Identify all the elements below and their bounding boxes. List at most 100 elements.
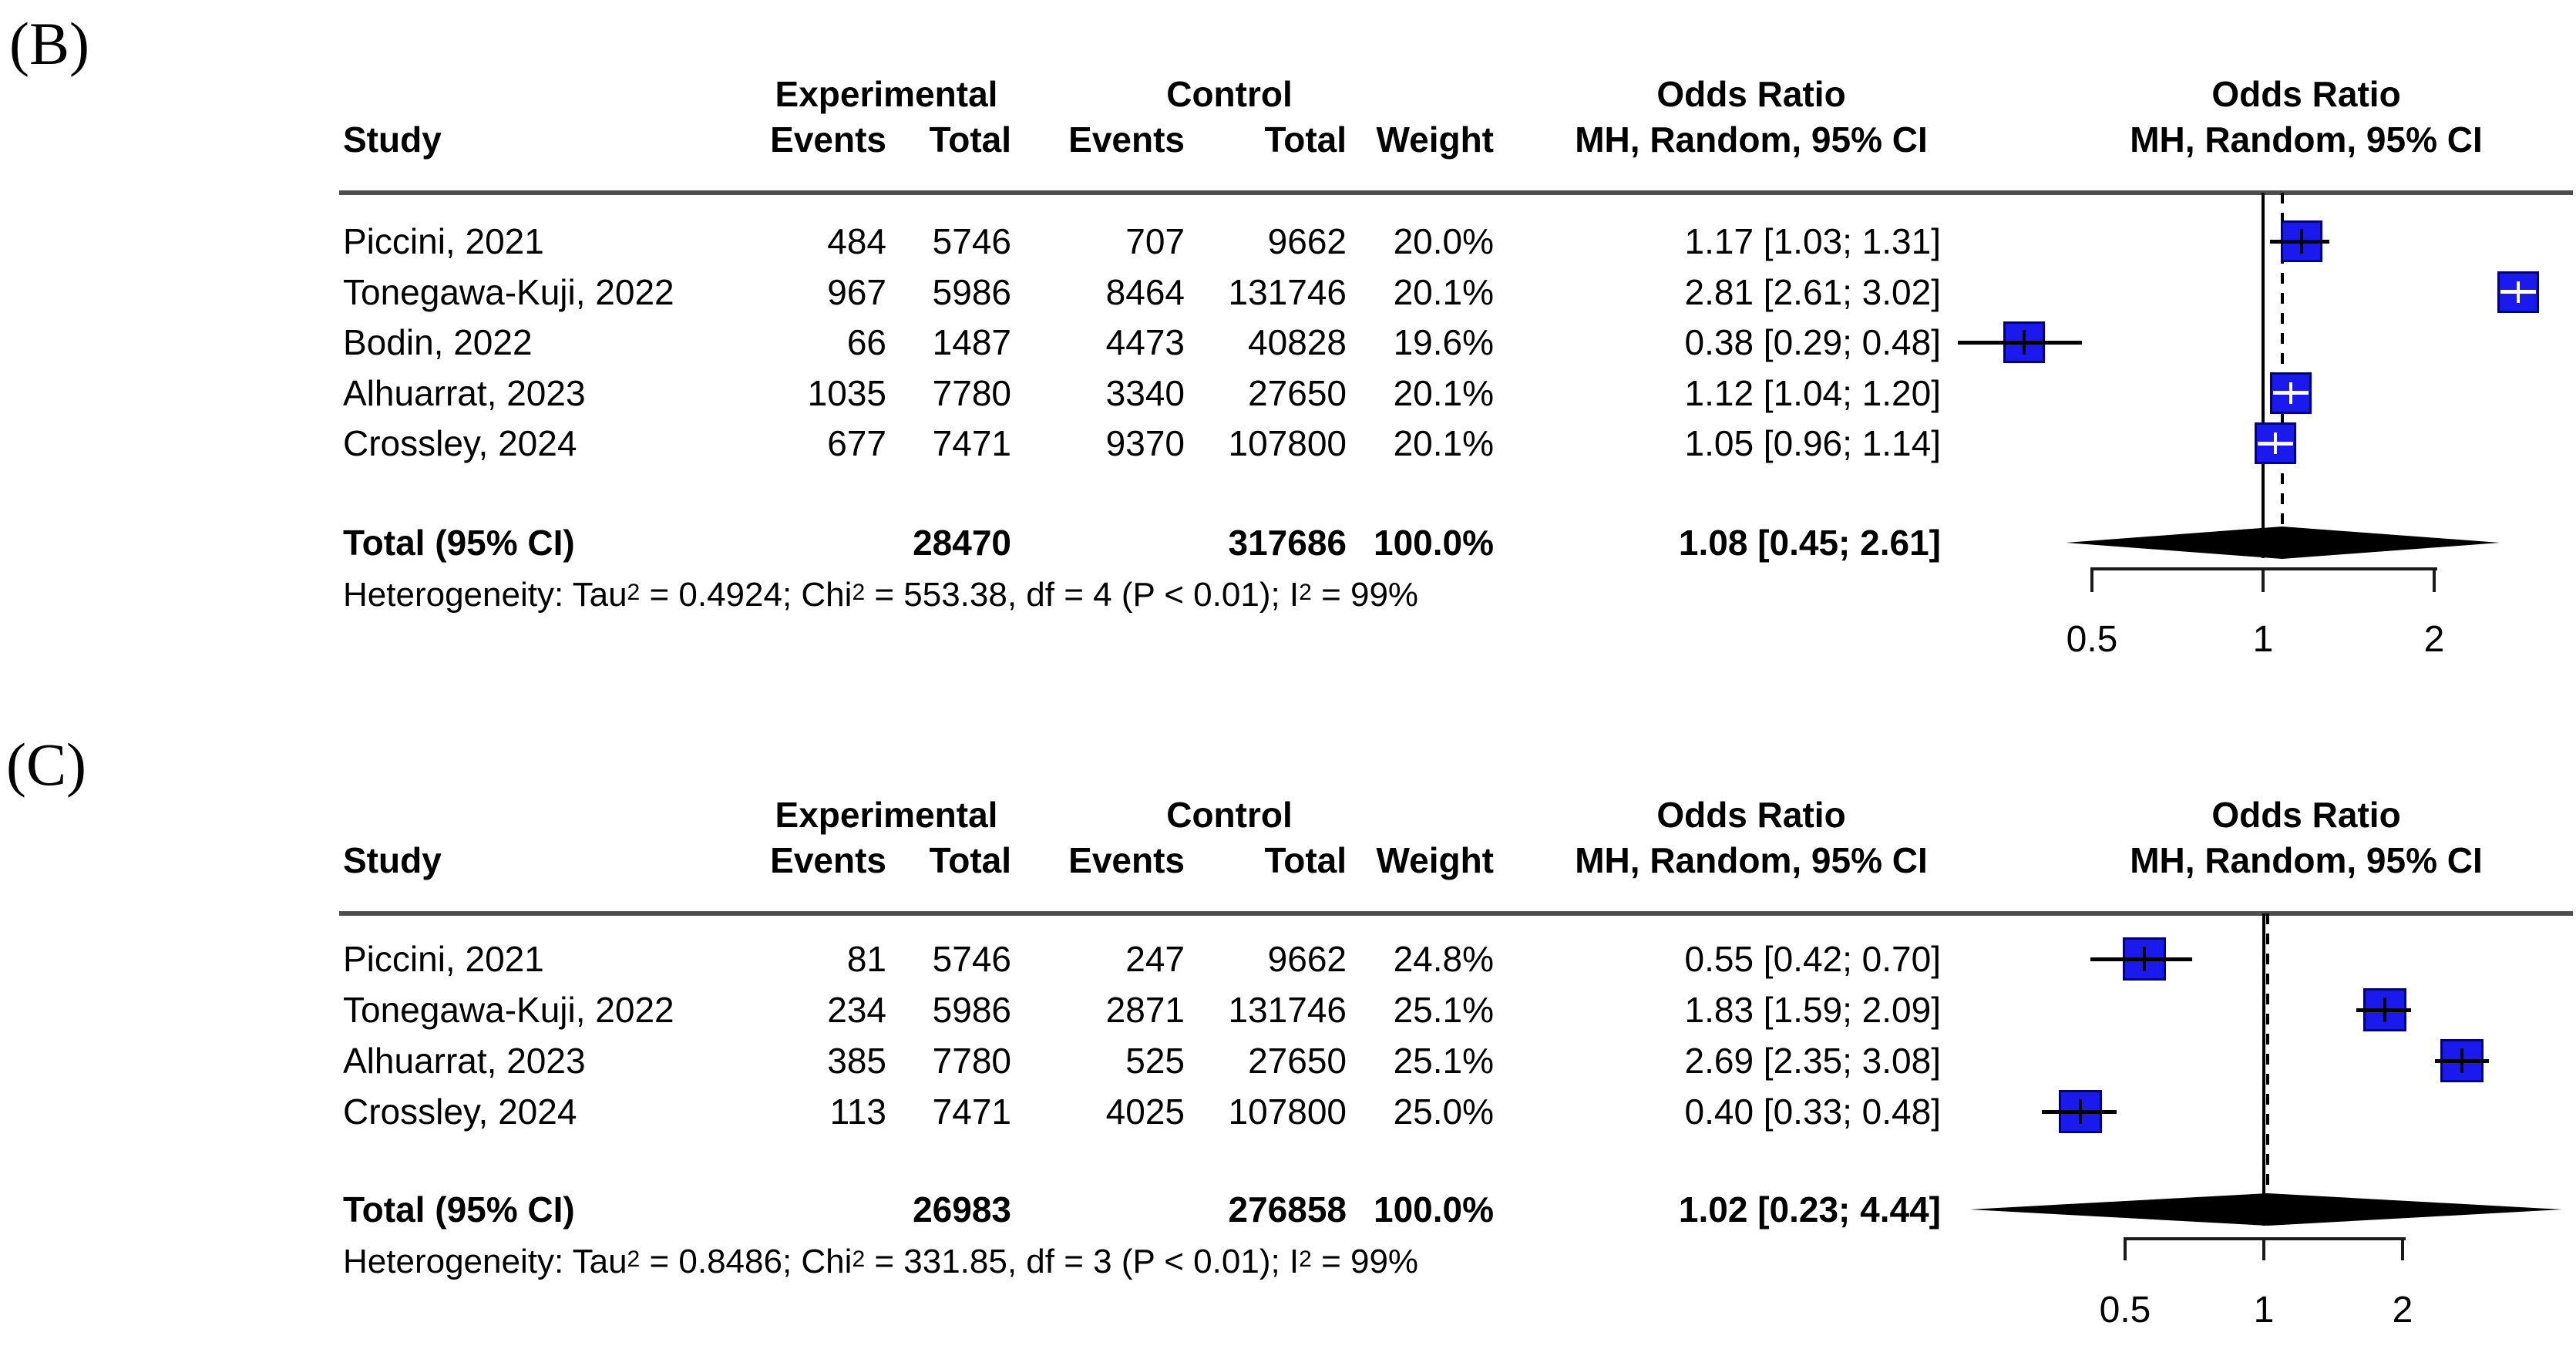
point-estimate-tick — [2383, 997, 2386, 1022]
x-axis-tick — [2090, 567, 2093, 592]
col-header-mh-ci: MH, Random, 95% CI — [1575, 840, 1928, 880]
col-header-mh-ci: MH, Random, 95% CI — [1575, 119, 1928, 160]
weight: 25.0% — [1393, 1092, 1494, 1132]
study-name: Piccini, 2021 — [343, 221, 544, 261]
study-name: Piccini, 2021 — [343, 939, 544, 979]
ctrl-total: 107800 — [1228, 423, 1347, 463]
weight: 20.1% — [1393, 372, 1494, 413]
weight: 25.1% — [1393, 990, 1494, 1030]
weight: 25.1% — [1393, 1041, 1494, 1081]
ctrl-events: 9370 — [1105, 423, 1185, 463]
exp-events: 66 — [846, 322, 886, 362]
col-header-control: Control — [1166, 74, 1293, 114]
study-name: Crossley, 2024 — [343, 423, 577, 463]
plot-header-mh-ci: MH, Random, 95% CI — [2130, 840, 2483, 880]
or-ci-text: 1.83 [1.59; 2.09] — [1684, 990, 1942, 1030]
point-estimate-tick — [2300, 229, 2304, 254]
ctrl-events: 2871 — [1105, 990, 1185, 1030]
ctrl-total: 27650 — [1248, 372, 1347, 413]
col-header-odds-ratio: Odds Ratio — [1656, 795, 1846, 835]
col-header-control: Control — [1166, 795, 1293, 835]
ctrl-total: 9662 — [1267, 939, 1347, 979]
col-header-ctrl-events: Events — [1068, 119, 1185, 160]
exp-total: 5986 — [932, 990, 1011, 1030]
point-estimate-line — [1957, 340, 2082, 345]
weight: 20.1% — [1393, 423, 1494, 463]
exp-events: 677 — [827, 423, 886, 463]
x-axis-tick-label: 1 — [2252, 619, 2274, 660]
point-estimate-line — [2270, 239, 2330, 244]
exp-events: 385 — [827, 1041, 886, 1081]
total-label: Total (95% CI) — [343, 1189, 575, 1230]
ctrl-total: 9662 — [1267, 221, 1347, 261]
ctrl-total: 131746 — [1228, 271, 1347, 312]
exp-total: 5986 — [932, 271, 1011, 312]
exp-events: 113 — [829, 1092, 886, 1132]
total-or-ci-text: 1.08 [0.45; 2.61] — [1678, 523, 1941, 563]
exp-total: 5746 — [932, 939, 1011, 979]
header-rule — [339, 911, 2573, 916]
weight: 24.8% — [1393, 939, 1494, 979]
study-name: Tonegawa-Kuji, 2022 — [343, 271, 674, 312]
panel-label: (C) — [6, 731, 86, 798]
header-rule — [339, 190, 2573, 195]
exp-events: 967 — [827, 271, 886, 312]
plot-header-mh-ci: MH, Random, 95% CI — [2130, 119, 2483, 160]
total-weight: 100.0% — [1373, 1189, 1494, 1230]
ctrl-events: 4473 — [1105, 322, 1185, 362]
point-estimate-tick — [2273, 432, 2277, 454]
x-axis-tick-label: 2 — [2423, 619, 2445, 660]
col-header-odds-ratio: Odds Ratio — [1656, 74, 1846, 114]
col-header-ctrl-total: Total — [1264, 840, 1347, 880]
total-exp-total: 26983 — [913, 1189, 1011, 1230]
x-axis-tick-label: 0.5 — [2066, 619, 2118, 660]
or-ci-text: 1.12 [1.04; 1.20] — [1684, 372, 1942, 413]
ctrl-total: 107800 — [1228, 1092, 1347, 1132]
weight: 20.0% — [1393, 221, 1494, 261]
exp-total: 1487 — [932, 322, 1011, 362]
pooled-diamond — [2066, 526, 2500, 559]
point-estimate-tick — [2142, 947, 2146, 971]
exp-events: 1035 — [807, 372, 886, 413]
study-name: Bodin, 2022 — [343, 322, 533, 362]
ctrl-total: 131746 — [1228, 990, 1347, 1030]
point-estimate-line — [2090, 957, 2193, 961]
point-estimate-tick — [2516, 281, 2520, 303]
col-header-exp-events: Events — [770, 119, 886, 160]
weight: 20.1% — [1393, 271, 1494, 312]
ctrl-events: 4025 — [1105, 1092, 1185, 1132]
ctrl-total: 27650 — [1248, 1041, 1347, 1081]
point-estimate-tick — [2289, 382, 2293, 404]
exp-total: 7780 — [932, 372, 1011, 413]
ctrl-events: 247 — [1125, 939, 1185, 979]
col-header-weight: Weight — [1376, 840, 1494, 880]
exp-total: 7471 — [932, 423, 1011, 463]
x-axis-tick — [2433, 567, 2436, 592]
study-name: Crossley, 2024 — [343, 1092, 577, 1132]
pooled-estimate-dashed-line — [2266, 913, 2270, 1194]
x-axis-tick — [2262, 1237, 2265, 1260]
study-name: Alhuarrat, 2023 — [343, 372, 586, 413]
total-exp-total: 28470 — [913, 523, 1011, 563]
total-ctrl-total: 276858 — [1228, 1189, 1347, 1230]
col-header-exp-total: Total — [929, 119, 1011, 160]
exp-total: 7471 — [932, 1092, 1011, 1132]
or-ci-text: 2.81 [2.61; 3.02] — [1684, 271, 1942, 312]
plot-header-odds-ratio: Odds Ratio — [2211, 795, 2401, 835]
point-estimate-tick — [2079, 1099, 2083, 1124]
exp-total: 5746 — [932, 221, 1011, 261]
heterogeneity-text: Heterogeneity: Tau2 = 0.8486; Chi2 = 331… — [343, 1243, 1419, 1280]
point-estimate-tick — [2023, 330, 2026, 355]
point-estimate-tick — [2460, 1048, 2463, 1073]
or-ci-text: 1.05 [0.96; 1.14] — [1684, 423, 1942, 463]
heterogeneity-text: Heterogeneity: Tau2 = 0.4924; Chi2 = 553… — [343, 576, 1419, 614]
col-header-study: Study — [343, 840, 442, 880]
col-header-weight: Weight — [1376, 119, 1494, 160]
exp-total: 7780 — [932, 1041, 1011, 1081]
x-axis-line — [2092, 567, 2437, 570]
or-ci-text: 0.55 [0.42; 0.70] — [1684, 939, 1942, 979]
x-axis-line — [2125, 1237, 2406, 1240]
x-axis-tick-label: 1 — [2253, 1290, 2275, 1330]
pooled-estimate-dashed-line — [2280, 193, 2284, 527]
